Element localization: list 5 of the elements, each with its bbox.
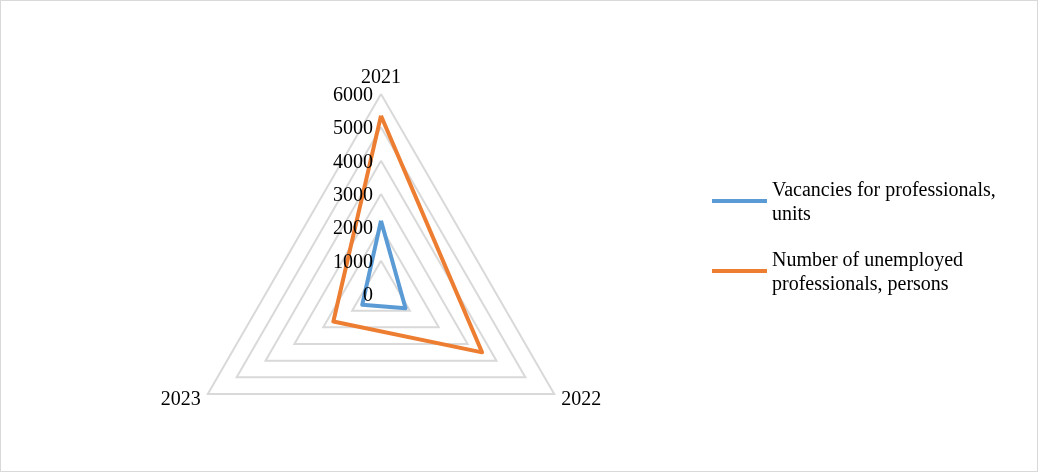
legend-label: Vacancies for professionals, units <box>772 178 1001 224</box>
spoke-label: 2022 <box>561 387 602 409</box>
legend-label: Number of unemployed professionals, persons <box>772 248 969 295</box>
y-tick-label: 5000 <box>333 116 373 139</box>
spoke-label: 2023 <box>160 387 201 409</box>
